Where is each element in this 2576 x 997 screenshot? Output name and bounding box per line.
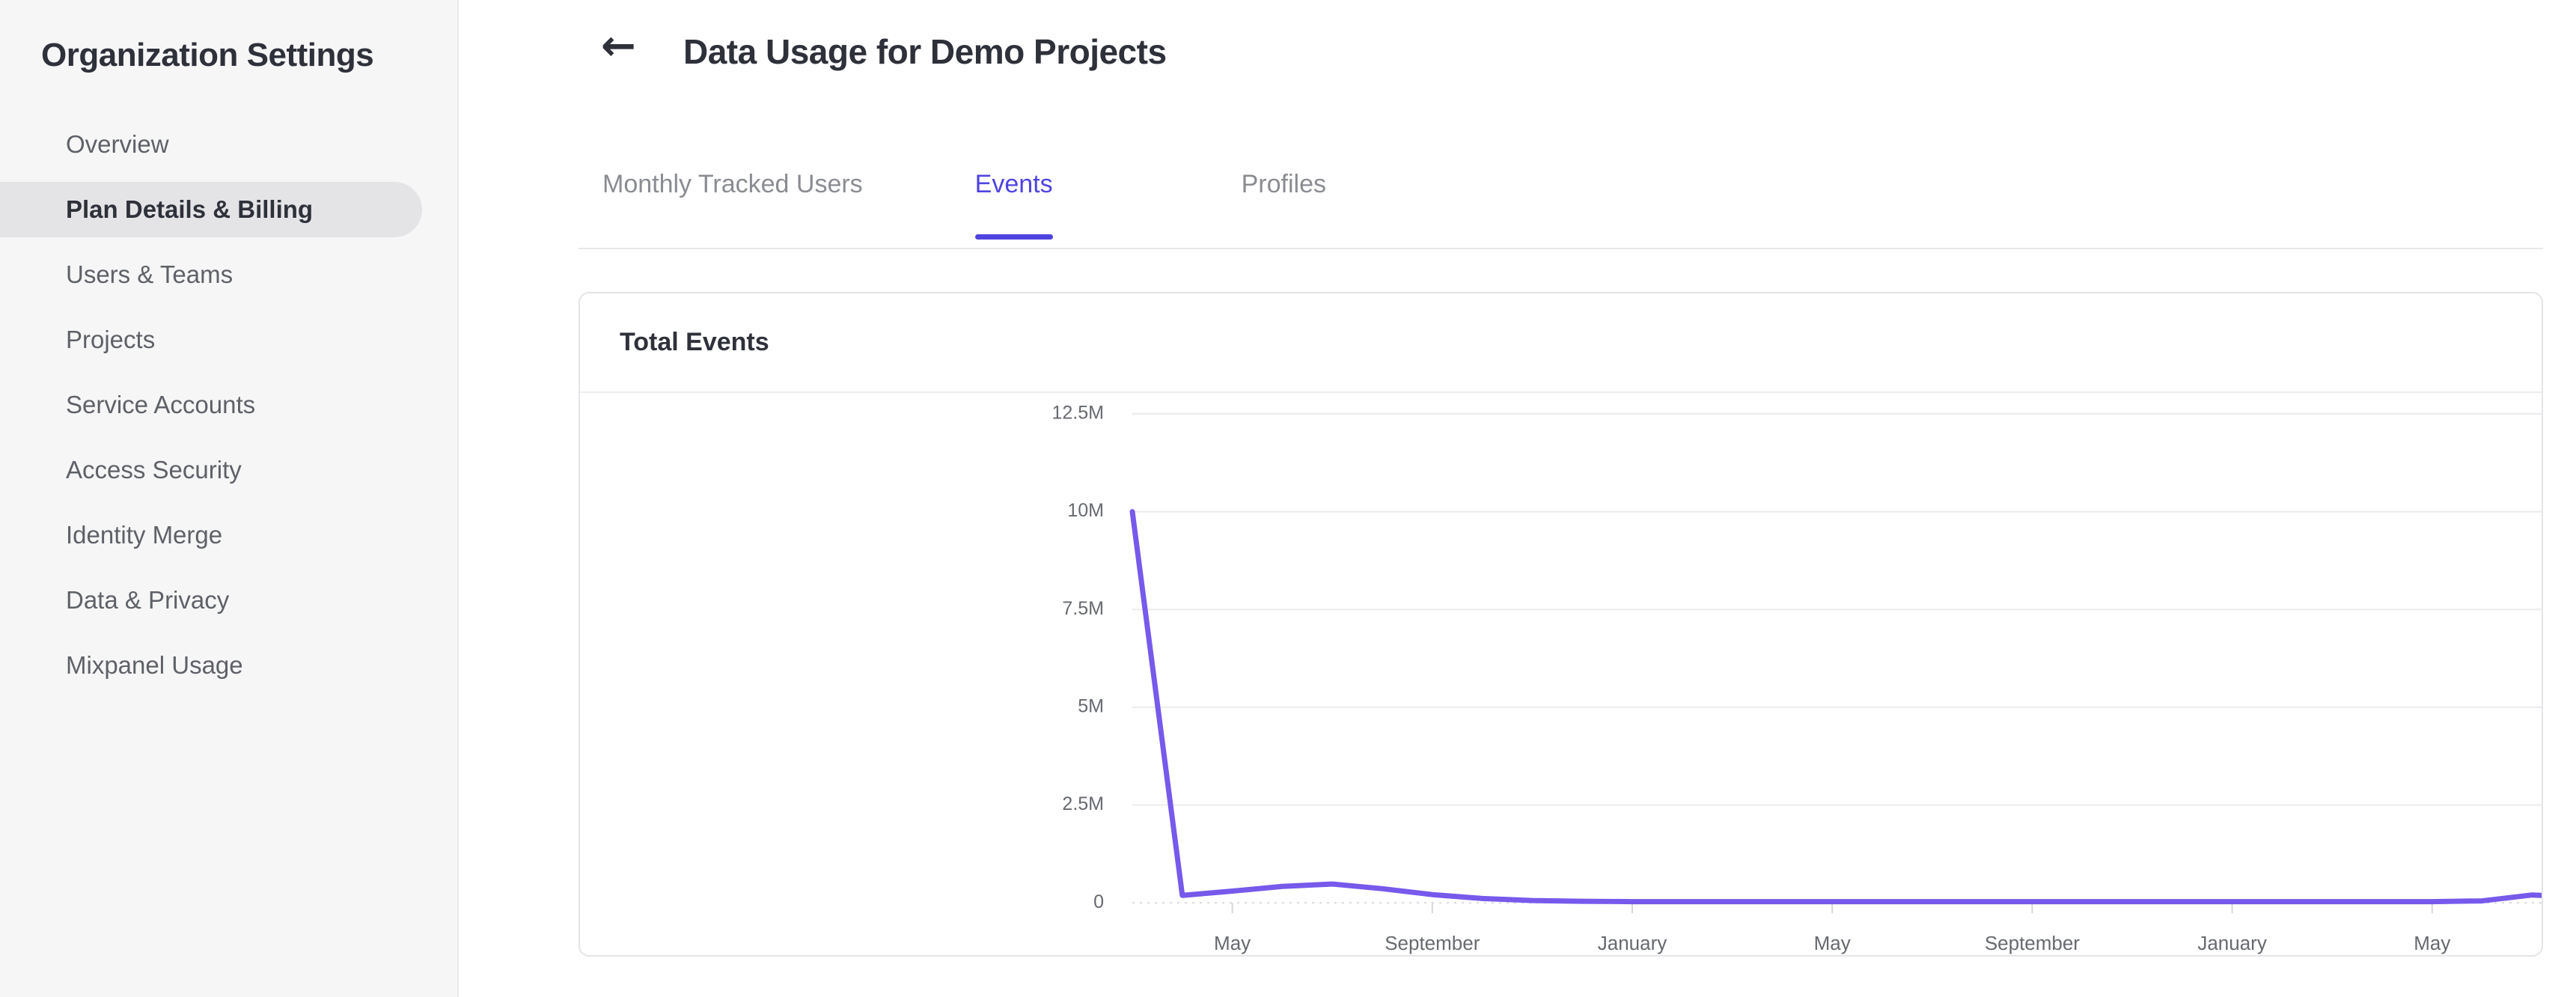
sidebar-item-label[interactable]: Projects (66, 325, 156, 353)
sidebar-item-plan-details-and-billing[interactable]: Plan Details & Billing (0, 177, 457, 242)
chart-svg: 12.5M 10M 7.5M 5M 2.5M 0 May September January Ma… (1052, 403, 2542, 954)
x-axis-label: January (2197, 932, 2266, 954)
y-axis-label: 2.5M (1062, 793, 1104, 814)
x-axis-label: January (1598, 932, 1667, 954)
y-axis-label: 12.5M (1052, 403, 1104, 424)
sidebar-list: Overview Plan Details & Billing Users & Te… (0, 112, 457, 698)
sidebar-item-label[interactable]: Access Security (66, 455, 242, 484)
events-line-chart: 12.5M 10M 7.5M 5M 2.5M 0 May September January Ma… (580, 394, 2542, 955)
sidebar-title: Organization Settings (41, 37, 374, 73)
tab-profiles[interactable]: Profiles (1241, 170, 1326, 198)
sidebar: Organization Settings Overview Plan Detai… (0, 0, 459, 997)
x-axis-label: May (1214, 932, 1251, 954)
sidebar-item-identity-merge[interactable]: Identity Merge (0, 502, 457, 567)
sidebar-nav: Overview Plan Details & Billing Users & Te… (0, 112, 457, 698)
sidebar-item-label[interactable]: Service Accounts (66, 390, 256, 418)
sidebar-item-data-and-privacy[interactable]: Data & Privacy (0, 567, 457, 632)
sidebar-item-service-accounts[interactable]: Service Accounts (0, 372, 457, 437)
tab-events[interactable]: Events (974, 170, 1053, 240)
tab-bar: Monthly Tracked Users Events Profiles (579, 171, 2543, 249)
sidebar-item-label[interactable]: Plan Details & Billing (0, 181, 422, 237)
page-title: Data Usage for Demo Projects (683, 32, 1167, 71)
main-content: ← Data Usage for Demo Projects Monthly T… (459, 0, 2576, 997)
card-header: Total Events (580, 293, 2542, 393)
sidebar-item-label[interactable]: Users & Teams (66, 260, 234, 288)
x-axis-label: May (2414, 932, 2450, 954)
sidebar-item-overview[interactable]: Overview (0, 112, 457, 177)
y-axis-label: 5M (1078, 695, 1104, 716)
x-axis-label: September (1385, 932, 1480, 954)
x-axis-label: September (1985, 932, 2080, 954)
sidebar-item-label[interactable]: Mixpanel Usage (66, 650, 243, 679)
total-events-card: Total Events 12.5M 10M 7.5M 5M 2.5M 0 May Septe… (579, 292, 2543, 957)
sidebar-item-label[interactable]: Overview (66, 129, 169, 158)
sidebar-item-access-security[interactable]: Access Security (0, 437, 457, 502)
back-arrow-icon[interactable]: ← (601, 22, 636, 70)
sidebar-item-label[interactable]: Identity Merge (66, 520, 223, 549)
sidebar-item-users-and-teams[interactable]: Users & Teams (0, 242, 457, 307)
chart-line-total-events (1129, 509, 2542, 905)
sidebar-item-projects[interactable]: Projects (0, 307, 457, 372)
card-title: Total Events (620, 328, 769, 356)
y-axis-label: 0 (1093, 891, 1104, 912)
tab-monthly-tracked-users[interactable]: Monthly Tracked Users (602, 170, 863, 198)
sidebar-item-label[interactable]: Data & Privacy (66, 585, 230, 614)
x-axis-label: May (1814, 932, 1851, 954)
y-axis-label: 7.5M (1062, 598, 1104, 619)
sidebar-item-mixpanel-usage[interactable]: Mixpanel Usage (0, 632, 457, 698)
y-axis-label: 10M (1067, 500, 1104, 521)
